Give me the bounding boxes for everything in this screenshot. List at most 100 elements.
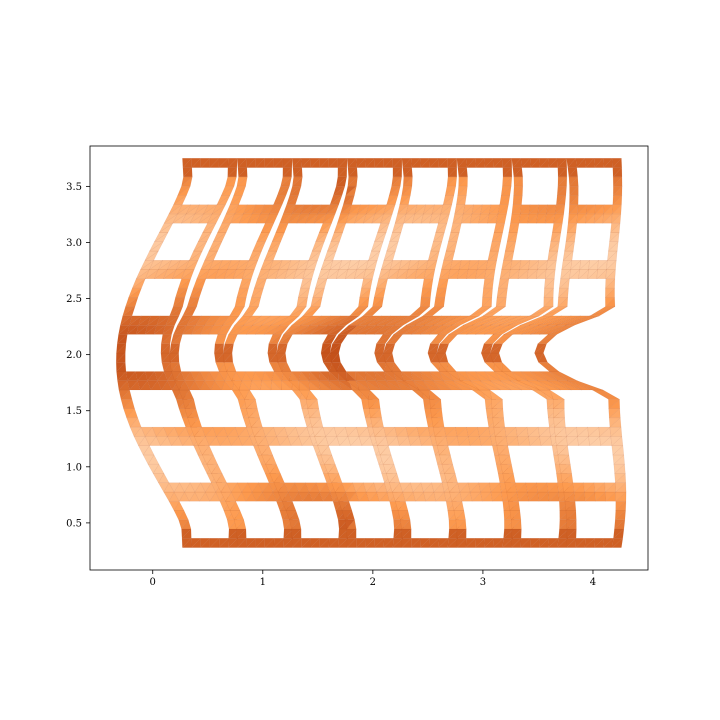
mesh-triangle-2080	[397, 204, 409, 215]
mesh-triangle-206	[455, 510, 466, 520]
mesh-triangle-1985	[260, 204, 274, 215]
mesh-triangle-2051	[346, 158, 357, 168]
mesh-triangle-1021	[199, 371, 210, 382]
mesh-triangle-573	[515, 482, 527, 493]
mesh-triangle-265	[548, 538, 559, 548]
mesh-triangle-853	[444, 426, 456, 437]
mesh-triangle-177	[420, 538, 431, 548]
mesh-triangle-1501	[433, 315, 461, 326]
mesh-triangle-1806	[447, 232, 460, 242]
mesh-triangle-1665	[236, 260, 250, 270]
mesh-triangle-1328	[192, 278, 207, 289]
mesh-triangle-244	[511, 519, 522, 530]
mesh-triangle-1406	[312, 287, 325, 298]
mesh-triangle-1933	[177, 204, 192, 215]
mesh-triangle-452	[345, 482, 357, 493]
mesh-triangle-1836	[493, 222, 505, 233]
mesh-triangle-985	[154, 371, 165, 382]
mesh-triangle-1850	[510, 213, 521, 224]
mesh-triangle-2160	[511, 204, 522, 215]
mesh-triangle-705	[234, 426, 247, 437]
mesh-triangle-2097	[414, 204, 427, 215]
mesh-triangle-1476	[421, 278, 434, 289]
mesh-triangle-381	[247, 482, 259, 493]
mesh-triangle-1981	[251, 204, 266, 215]
mesh-triangle-1785	[416, 260, 429, 270]
mesh-triangle-1282	[122, 306, 136, 317]
mesh-triangle-1472	[419, 296, 431, 307]
mesh-triangle-1716	[318, 222, 332, 233]
mesh-triangle-1141	[364, 371, 377, 382]
mesh-triangle-1512	[481, 296, 493, 307]
mesh-triangle-2192	[556, 185, 567, 196]
mesh-triangle-617	[583, 482, 595, 493]
mesh-triangle-2185	[546, 204, 557, 215]
mesh-triangle-137	[365, 538, 376, 548]
mesh-triangle-2106	[438, 157, 448, 168]
mesh-triangle-1133	[345, 371, 357, 382]
mesh-triangle-1145	[374, 371, 387, 382]
x-tick-label-4: 4	[590, 577, 596, 588]
mesh-triangle-2131	[456, 158, 467, 168]
mesh-triangle-2038	[337, 157, 348, 168]
mesh-triangle-1808	[450, 222, 462, 233]
mesh-triangle-1516	[483, 278, 494, 289]
mesh-triangle-122	[346, 528, 357, 539]
mesh-triangle-693	[201, 426, 214, 437]
mesh-triangle-581	[536, 482, 548, 493]
mesh-triangle-86	[289, 510, 300, 520]
mesh-triangle-1537	[481, 315, 512, 326]
mesh-triangle-257	[529, 538, 541, 548]
mesh-triangle-2198	[557, 157, 567, 168]
mesh-triangle-1592	[605, 296, 616, 307]
mesh-triangle-1301	[147, 315, 161, 326]
mesh-triangle-1959	[227, 158, 238, 168]
mesh-triangle-846	[430, 398, 442, 409]
mesh-triangle-1326	[189, 287, 203, 298]
mesh-triangle-1271	[537, 362, 550, 372]
mesh-triangle-1345	[213, 315, 231, 326]
mesh-triangle-661	[163, 426, 175, 437]
mesh-triangle-1497	[424, 315, 452, 326]
mesh-triangle-944	[599, 426, 611, 437]
mesh-triangle-2027	[328, 158, 339, 168]
mesh-triangle-1394	[297, 287, 310, 298]
mesh-triangle-1947	[218, 158, 229, 168]
mesh-triangle-1971	[237, 158, 247, 168]
mesh-triangle-1417	[309, 315, 332, 326]
mesh-triangle-1341	[204, 315, 221, 326]
mesh-triangle-1526	[496, 287, 508, 298]
mesh-triangle-1457	[366, 315, 392, 326]
mesh-triangle-1644	[208, 241, 223, 252]
mesh-triangle-1541	[490, 315, 521, 326]
mesh-triangle-1316	[177, 278, 191, 289]
mesh-triangle-453	[341, 482, 354, 493]
mesh-triangle-341	[189, 482, 201, 493]
mesh-triangle-1792	[430, 241, 443, 252]
mesh-triangle-1762	[383, 250, 396, 261]
mesh-triangle-2015	[301, 158, 311, 168]
mesh-triangle-465	[373, 482, 385, 493]
mesh-triangle-166	[399, 510, 411, 520]
mesh-triangle-373	[226, 482, 238, 493]
mesh-triangle-585	[546, 482, 558, 493]
mesh-triangle-378	[219, 436, 232, 446]
mesh-triangle-1636	[202, 223, 217, 233]
mesh-triangle-1979	[255, 158, 266, 168]
mesh-triangle-1293	[129, 315, 142, 326]
mesh-triangle-684	[187, 408, 199, 418]
mesh-triangle-246	[510, 510, 522, 520]
mesh-triangle-2062	[374, 157, 385, 168]
mesh-triangle-1434	[359, 287, 371, 298]
mesh-triangle-2181	[537, 204, 548, 215]
x-tick-label-1: 1	[260, 577, 266, 588]
mesh-triangle-701	[223, 426, 236, 437]
mesh-triangle-646	[123, 398, 135, 409]
mesh-triangle-8	[173, 500, 185, 511]
mesh-triangle-1813	[450, 260, 462, 270]
mesh-triangle-1897	[579, 260, 591, 270]
mesh-triangle-777	[333, 426, 346, 437]
mesh-triangle-1528	[497, 278, 510, 289]
mesh-triangle-305	[602, 538, 614, 548]
mesh-triangle-2019	[310, 158, 320, 168]
